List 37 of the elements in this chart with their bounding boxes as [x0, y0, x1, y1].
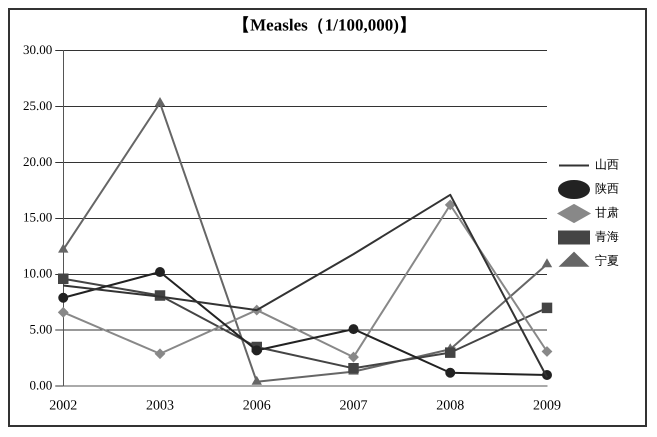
x-tick-label: 2006	[242, 398, 271, 414]
x-tick-label: 2007	[340, 398, 368, 414]
legend-label: 青海	[595, 230, 619, 244]
point	[542, 259, 552, 268]
y-tick-label: 25.00	[23, 98, 52, 113]
point	[156, 98, 164, 106]
x-tick-label: 2009	[533, 398, 561, 414]
point	[445, 200, 456, 210]
x-tick-label: 2002	[49, 398, 78, 414]
y-tick-label: 15.00	[23, 210, 52, 225]
y-tick-label: 20.00	[23, 154, 52, 169]
point	[155, 267, 165, 278]
point	[252, 376, 262, 385]
point	[252, 345, 262, 356]
point	[348, 324, 358, 334]
y-tick-label: 10.00	[23, 266, 52, 281]
legend-label: 甘肃	[595, 206, 619, 220]
point	[58, 307, 68, 318]
point	[58, 274, 68, 284]
x-tick-label: 2003	[146, 398, 174, 414]
point	[542, 302, 552, 314]
legend-label: 山西	[595, 158, 619, 172]
y-tick-label: 0.00	[30, 378, 52, 393]
point	[58, 244, 68, 253]
point	[58, 292, 68, 303]
point	[445, 347, 456, 358]
legend-label: 陕西	[595, 182, 619, 196]
chart-title: 【Measles（1/100,000)】	[233, 16, 416, 35]
legend-label: 宁夏	[595, 254, 619, 268]
y-tick-label: 30.00	[23, 42, 52, 57]
point	[155, 348, 165, 359]
y-tick-label: 5.00	[30, 322, 52, 337]
x-tick-label: 2008	[436, 398, 464, 414]
point	[348, 352, 358, 362]
point	[542, 346, 552, 356]
point	[445, 368, 456, 378]
point	[348, 363, 359, 374]
